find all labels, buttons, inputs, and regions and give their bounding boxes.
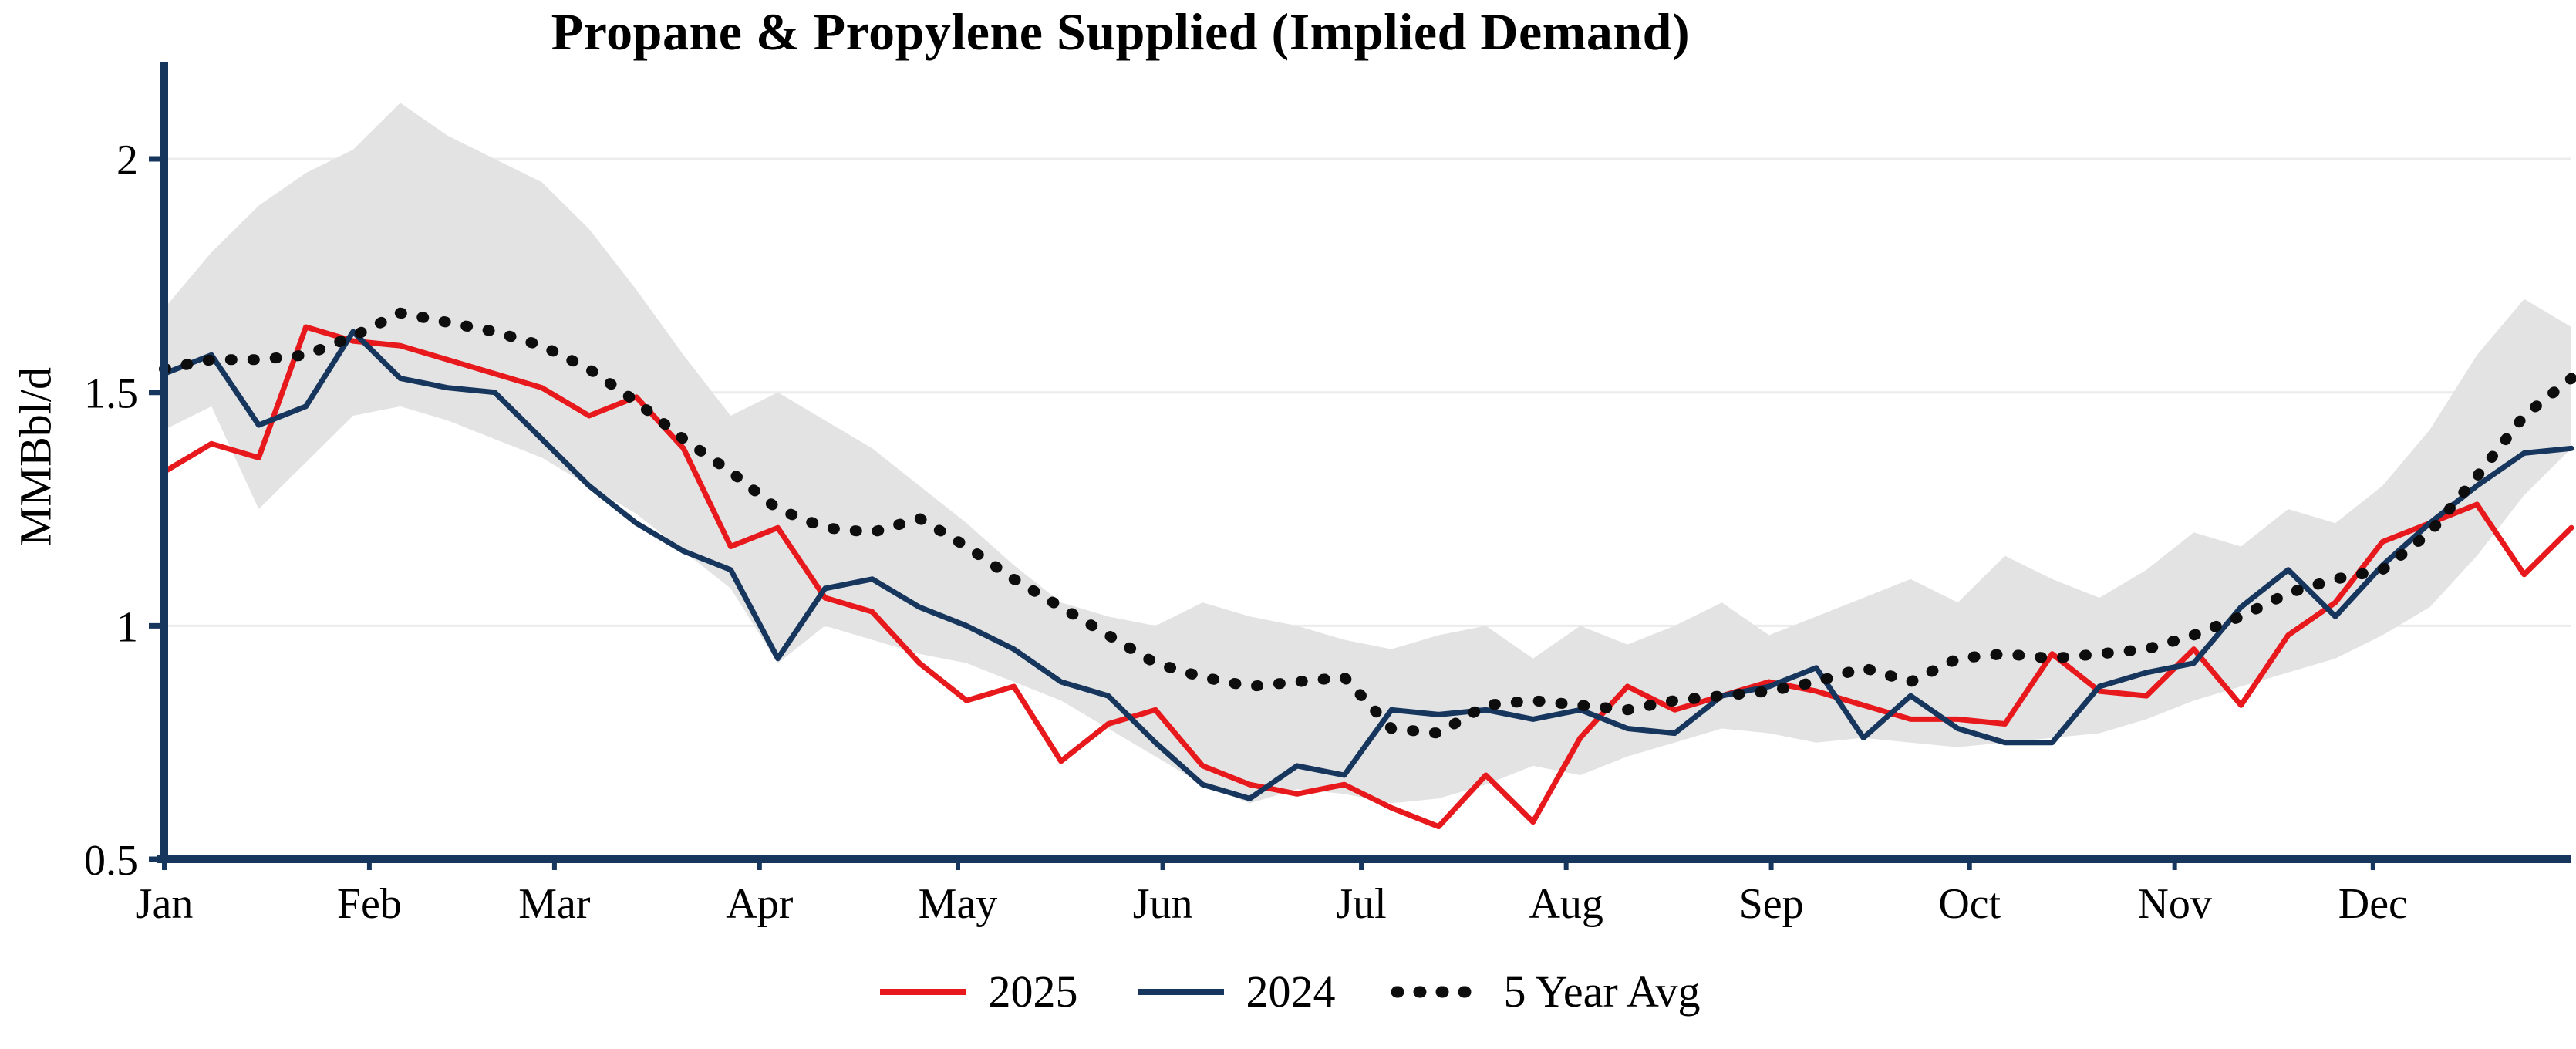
x-tick-label: Feb	[337, 880, 402, 928]
x-tick-label: Sep	[1739, 880, 1804, 928]
y-tick-label: 0.5	[84, 837, 138, 885]
x-tick-label: Jan	[136, 880, 194, 928]
series-line-5-year-avg	[159, 307, 2576, 739]
y-tick-label: 2	[116, 137, 138, 184]
x-tick-label: Oct	[1938, 880, 2001, 928]
legend-swatch-2024-icon	[1138, 988, 1225, 995]
five-year-range-band	[164, 103, 2571, 804]
legend-swatch-2025-icon	[880, 988, 967, 995]
x-tick-label: Jun	[1133, 880, 1193, 928]
series-line-2024	[161, 329, 2574, 801]
x-tick-label: Aug	[1529, 880, 1603, 928]
x-tick-label: Apr	[726, 880, 793, 928]
legend-item-2024: 2024	[1133, 966, 1335, 1017]
x-tick-label: May	[919, 880, 998, 928]
x-tick-label: Jul	[1336, 880, 1386, 928]
legend-label-2024: 2024	[1246, 966, 1336, 1017]
legend-swatch-5-year-avg-icon	[1391, 986, 1487, 997]
legend-item-2025: 2025	[875, 966, 1077, 1017]
chart-legend: 2025 2024 5 Year Avg	[0, 966, 2576, 1017]
legend-item-5-year-avg: 5 Year Avg	[1391, 966, 1701, 1017]
series-line-2025	[161, 324, 2574, 830]
chart-title: Propane & Propylene Supplied (Implied De…	[551, 2, 1691, 61]
y-tick-label: 1.5	[84, 370, 138, 418]
x-tick-label: Dec	[2338, 880, 2408, 928]
legend-label-2025: 2025	[988, 966, 1078, 1017]
legend-label-5-year-avg: 5 Year Avg	[1503, 966, 1701, 1017]
x-tick-label: Nov	[2137, 880, 2211, 928]
x-tick-label: Mar	[518, 880, 591, 928]
y-tick-label: 1	[116, 603, 138, 651]
